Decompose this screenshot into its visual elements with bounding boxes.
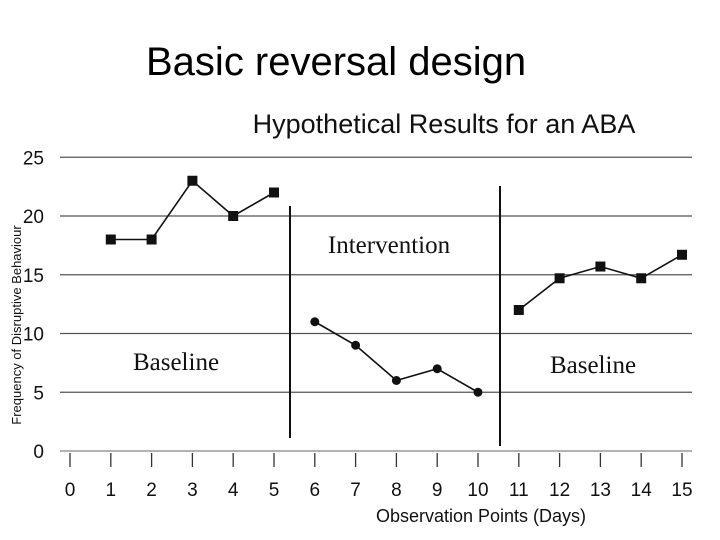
chart-title: Hypothetical Results for an ABA [253,109,636,139]
data-point-square [269,187,279,198]
x-tick-label: 11 [509,480,529,501]
y-tick-label: 20 [23,207,44,228]
y-tick-label: 5 [33,383,44,404]
data-point-circle [310,317,320,327]
x-tick-label: 8 [391,480,402,501]
x-tick-label: 14 [631,480,653,501]
data-point-square [146,234,157,245]
data-point-circle [432,364,442,374]
data-point-square [513,305,524,315]
x-tick-label: 6 [310,480,321,501]
series-line [110,179,275,241]
y-tick-label: 10 [23,325,44,346]
data-point-square [636,273,647,284]
data-point-circle [391,376,401,385]
x-tick-label: 3 [187,480,198,501]
x-tick-label: 10 [467,480,488,501]
x-tick-label: 1 [106,480,117,501]
x-tick-label: 9 [432,480,443,501]
x-tick-label: 13 [590,480,611,501]
data-point-square [554,273,565,284]
x-axis-label: Observation Points (Days) [376,506,586,526]
x-tick-label: 15 [671,480,692,501]
data-point-square [677,249,687,260]
y-tick-label: 0 [33,442,44,463]
slide-title: Basic reversal design [146,40,527,84]
data-point-square [105,234,116,245]
x-tick-label: 12 [549,480,570,501]
data-point-square [595,261,606,272]
phase-label: Intervention [328,232,451,259]
y-axis-label: Frequency of Disruptive Behaviour [9,225,24,425]
y-tick-label: 15 [23,266,44,287]
x-tick-label: 7 [350,480,361,501]
data-point-circle [351,340,361,350]
data-point-square [187,175,198,186]
x-tick-label: 0 [65,480,76,501]
phase-label: Baseline [133,349,219,376]
data-point-circle [473,387,483,397]
y-tick-label: 25 [23,148,44,169]
x-tick-label: 5 [269,480,280,501]
x-tick-label: 4 [228,480,239,501]
x-tick-label: 2 [146,480,157,501]
data-point-square [228,211,239,221]
phase-label: Baseline [550,352,636,379]
